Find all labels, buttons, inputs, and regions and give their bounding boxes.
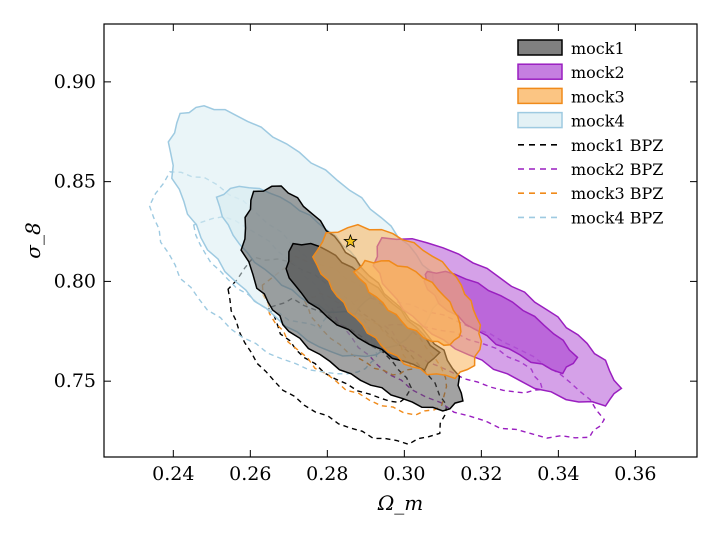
fiducial-marker-layer xyxy=(343,233,358,248)
x-tick-label: 0.36 xyxy=(614,463,656,485)
x-tick-label: 0.32 xyxy=(460,463,502,485)
mock4-legend-swatch xyxy=(517,111,563,129)
x-tick-label: 0.26 xyxy=(229,463,271,485)
mock2-legend-swatch xyxy=(517,63,563,80)
mock1-bpz-legend-label: mock1 BPZ xyxy=(571,136,663,155)
x-axis-label: Ω_m xyxy=(377,491,424,515)
fiducial-star-marker xyxy=(343,233,358,248)
contour-layer xyxy=(148,105,623,446)
mock2-bpz-legend-label: mock2 BPZ xyxy=(571,160,663,179)
axis-ticks: 0.24 0.26 0.28 0.30 0.32 0.34 0.36 0.75 0.80 0.85… xyxy=(54,24,697,485)
y-tick-label: 0.90 xyxy=(54,71,96,93)
x-tick-label: 0.30 xyxy=(383,463,425,485)
mock1-legend-label: mock1 xyxy=(571,39,625,58)
y-tick-label: 0.85 xyxy=(54,171,96,193)
mock4-legend-label: mock4 xyxy=(571,112,625,131)
mock3-contour-inner xyxy=(352,259,462,347)
legend: mock1 mock2 mock3 mock4 mock1 BPZ mock2 BPZ mo… xyxy=(517,39,663,227)
mock3-legend-label: mock3 xyxy=(571,87,625,106)
mock3-legend-swatch xyxy=(517,87,563,105)
y-tick-label: 0.80 xyxy=(54,270,96,292)
x-tick-label: 0.28 xyxy=(306,463,348,485)
mock1-legend-swatch xyxy=(517,39,563,56)
x-tick-label: 0.24 xyxy=(152,463,194,485)
mock3-bpz-legend-label: mock3 BPZ xyxy=(571,184,663,203)
y-tick-label: 0.75 xyxy=(54,370,96,392)
x-tick-label: 0.34 xyxy=(537,463,579,485)
y-axis-label: σ_8 xyxy=(21,222,45,258)
mock2-legend-label: mock2 xyxy=(571,63,625,82)
plot-frame xyxy=(103,23,698,458)
mock4-bpz-legend-label: mock4 BPZ xyxy=(571,208,663,227)
